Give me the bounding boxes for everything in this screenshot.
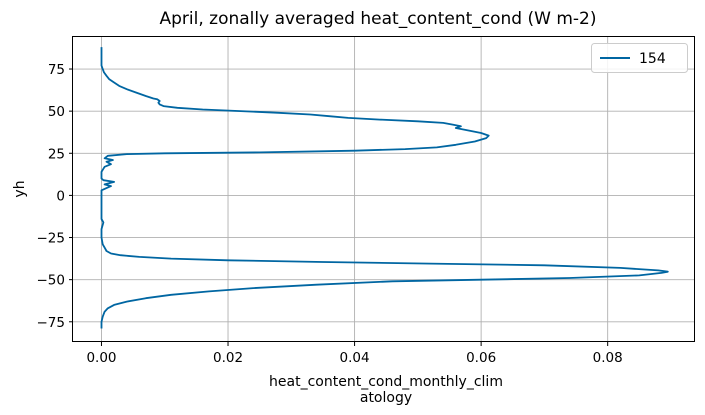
x-tick-label: 0.04	[340, 350, 370, 366]
x-axis-label-line1: heat_content_cond_monthly_clim	[269, 374, 503, 390]
series-line	[100, 47, 669, 329]
x-axis-label-line2: atology	[360, 390, 412, 406]
y-tick-label: 75	[48, 62, 65, 78]
x-tick-label: 0.00	[86, 350, 116, 366]
y-tick-label: −50	[37, 273, 66, 289]
y-tick-label: −25	[37, 231, 66, 247]
plot-frame	[72, 36, 695, 342]
y-tick-label: 0	[56, 188, 65, 204]
y-tick-label: 50	[48, 104, 65, 120]
series-layer	[100, 47, 669, 329]
grid	[73, 37, 695, 342]
chart-title: April, zonally averaged heat_content_con…	[160, 9, 597, 29]
legend: 154	[591, 43, 688, 73]
legend-label: 154	[639, 51, 666, 67]
x-axis: 0.00 0.02 0.04 0.06 0.08	[86, 342, 623, 366]
legend-box	[591, 43, 688, 73]
x-tick-label: 0.02	[213, 350, 243, 366]
y-tick-label: 25	[48, 146, 65, 162]
x-tick-label: 0.08	[593, 350, 623, 366]
y-tick-label: −75	[37, 315, 66, 331]
y-axis: −75 −50 −25 0 25 50 75	[37, 62, 73, 331]
y-axis-label: yh	[12, 180, 28, 197]
x-tick-label: 0.06	[466, 350, 496, 366]
